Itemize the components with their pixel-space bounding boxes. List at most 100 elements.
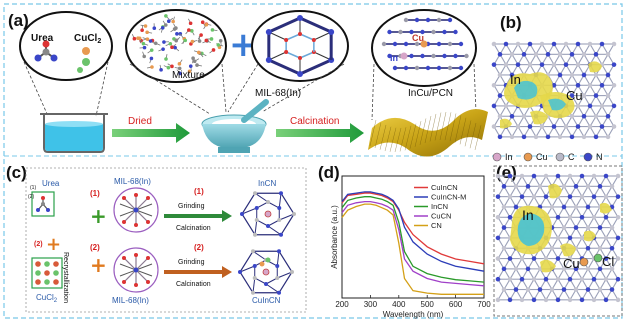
legend-n-swatch bbox=[583, 152, 593, 162]
mil-bottom-label: MIL-68(In) bbox=[112, 296, 149, 305]
panel-b-cu-label: Cu bbox=[566, 88, 583, 103]
recrystallization-label: Recrystallization bbox=[62, 252, 69, 303]
cucl2-box bbox=[31, 257, 63, 289]
panel-e-frame bbox=[493, 165, 623, 317]
panel-b-lattice bbox=[491, 41, 617, 140]
panel-e-cl-label: Cl bbox=[602, 254, 614, 269]
mortar-icon bbox=[201, 99, 269, 153]
panel-d: (d) 200 300 400 500 600 700 Wavelength (nm) Abs… bbox=[318, 163, 491, 319]
x-tick-label: 400 bbox=[392, 300, 406, 309]
mil68-framework bbox=[265, 15, 335, 77]
urea-molecule bbox=[34, 40, 58, 62]
legend-c-swatch bbox=[555, 152, 565, 162]
charge-density-b bbox=[500, 61, 602, 129]
x-tick-label: 300 bbox=[364, 300, 378, 309]
y-axis-label: Absorbance (a.u.) bbox=[330, 205, 339, 269]
series-line-cuincn bbox=[341, 192, 485, 265]
bottom-arrow-step: (2) bbox=[194, 243, 204, 252]
series-line-cn bbox=[341, 203, 484, 295]
dried-arrow bbox=[112, 123, 190, 143]
mil-top-label: MIL-68(In) bbox=[114, 177, 151, 186]
legend-entry: CN bbox=[431, 221, 442, 230]
pcn-sheet bbox=[368, 109, 488, 157]
legend-entry: CuInCN bbox=[431, 183, 458, 192]
series-line-cucn bbox=[341, 200, 485, 287]
panel-a: (a) Urea CuCl2 Mixture + bbox=[8, 9, 488, 157]
cucl2-c-label: CuCl2 bbox=[36, 293, 58, 304]
mixture-label: Mixture bbox=[172, 70, 205, 81]
cl-atom-e bbox=[593, 253, 603, 263]
panel-b-legend: In Cu C N bbox=[492, 152, 603, 162]
panel-label-a: (a) bbox=[8, 11, 29, 30]
legend-entry: CuInCN-M bbox=[431, 193, 466, 202]
small-step-1: (1) bbox=[30, 185, 36, 191]
panel-label-b: (b) bbox=[500, 13, 522, 32]
panel-e-cu-label: Cu bbox=[563, 256, 580, 271]
legend-in-swatch bbox=[492, 152, 502, 162]
x-tick-label: 600 bbox=[449, 300, 463, 309]
cuincn-structure bbox=[238, 249, 294, 295]
panel-b-in-label: In bbox=[510, 72, 521, 87]
panel-e: (e) In Cu Cl bbox=[493, 163, 623, 317]
incn-structure bbox=[240, 191, 296, 237]
plus-green-icon: + bbox=[90, 204, 107, 228]
mixture-pattern bbox=[131, 14, 224, 76]
panel-label-c: (c) bbox=[6, 163, 27, 182]
urea-label: Urea bbox=[31, 33, 54, 44]
step-1-label: (1) bbox=[90, 189, 100, 198]
top-arrow-step: (1) bbox=[194, 187, 204, 196]
panel-label-d: (d) bbox=[318, 163, 340, 182]
step-2-mid-label: (2) bbox=[90, 243, 100, 252]
legend-entry: InCN bbox=[431, 202, 448, 211]
urea-c-label: Urea bbox=[42, 179, 60, 188]
incu-pcn-label: InCu/PCN bbox=[408, 88, 453, 99]
legend-entry: CuCN bbox=[431, 212, 451, 221]
mil-top-structure bbox=[119, 193, 153, 227]
calcination-top: Calcination bbox=[176, 225, 211, 232]
panel-b: (b) In Cu In Cu C N bbox=[491, 13, 617, 162]
incn-label: InCN bbox=[258, 179, 276, 188]
mil-bottom-structure bbox=[119, 253, 153, 287]
cucl2-label: CuCl2 bbox=[74, 33, 101, 45]
legend-n: N bbox=[596, 152, 603, 162]
urea-small-molecule bbox=[36, 196, 50, 212]
top-arrow bbox=[164, 210, 232, 222]
series-line-cuincn-m bbox=[341, 191, 485, 272]
cu-atom-label: Cu bbox=[412, 33, 424, 43]
in-atom-label: In bbox=[390, 53, 398, 63]
beaker-icon bbox=[40, 113, 108, 153]
mil68-label: MIL-68(In) bbox=[255, 88, 301, 99]
series-line-incn bbox=[341, 196, 485, 283]
legend-in: In bbox=[505, 152, 513, 162]
cucl2-molecule bbox=[77, 47, 90, 73]
grinding-bottom: Grinding bbox=[178, 259, 205, 266]
panel-c: (c) Urea (1) (2) Recrystallization (2) +… bbox=[6, 163, 307, 313]
calcination-arrow bbox=[276, 123, 364, 143]
x-tick-label: 200 bbox=[335, 300, 349, 309]
calcination-label: Calcination bbox=[290, 116, 339, 127]
lens-urea-cucl2 bbox=[19, 11, 113, 81]
panel-c-frame bbox=[25, 167, 307, 313]
calcination-bottom: Calcination bbox=[176, 281, 211, 288]
figure-frame bbox=[3, 3, 623, 319]
plus-orange-bottom-icon: + bbox=[90, 253, 107, 277]
grinding-top: Grinding bbox=[178, 203, 205, 210]
x-tick-label: 500 bbox=[421, 300, 435, 309]
urea-box bbox=[31, 191, 55, 217]
small-step-2: (2) bbox=[28, 194, 34, 200]
x-tick-label: 700 bbox=[477, 300, 491, 309]
charge-density-e bbox=[510, 183, 612, 273]
cu-atom-e bbox=[579, 257, 589, 267]
incu-pcn-structure bbox=[381, 17, 469, 71]
absorbance-chart: 200 300 400 500 600 700 Wavelength (nm) Absorba… bbox=[330, 175, 491, 319]
cuincn-label: CuInCN bbox=[252, 296, 281, 305]
x-axis-label: Wavelength (nm) bbox=[383, 310, 444, 319]
lens-incu-pcn bbox=[371, 9, 477, 87]
dried-label: Dried bbox=[128, 116, 152, 127]
leader-lines bbox=[23, 61, 477, 121]
legend-c: C bbox=[568, 152, 575, 162]
panel-e-in-label: In bbox=[522, 207, 534, 223]
bottom-arrow bbox=[164, 266, 232, 278]
plus-orange-icon: + bbox=[46, 234, 61, 255]
